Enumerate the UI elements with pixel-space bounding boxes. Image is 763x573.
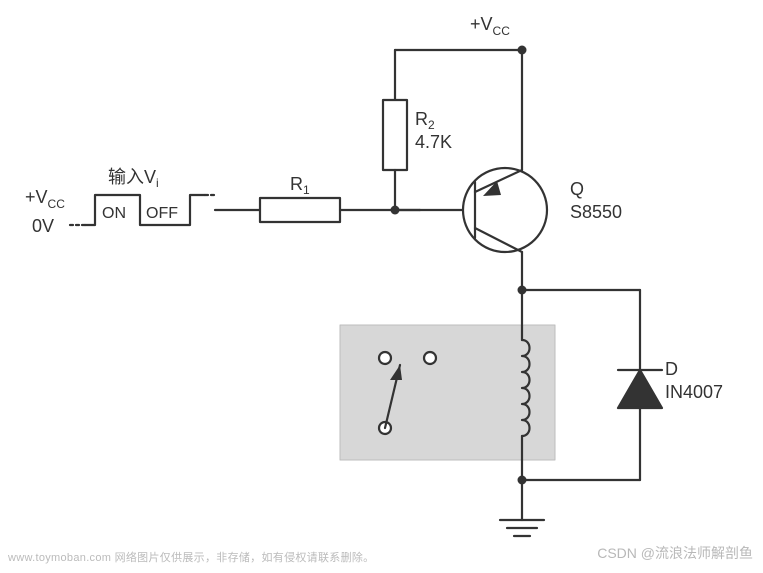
watermark-left: www.toymoban.com 网络图片仅供展示，非存储，如有侵权请联系删除。 <box>8 549 374 565</box>
watermark-right: CSDN @流浪法师解剖鱼 <box>597 543 753 563</box>
input-label: 输入Vi <box>108 167 159 190</box>
off-label: OFF <box>146 205 178 222</box>
d-part: IN4007 <box>665 382 723 402</box>
on-label: ON <box>102 205 126 222</box>
r1-label: R1 <box>290 174 310 197</box>
r2-value: 4.7K <box>415 132 452 152</box>
vcc-top-label: +VCC <box>470 14 510 38</box>
q-label: Q <box>570 179 584 199</box>
q-part: S8550 <box>570 202 622 222</box>
vcc-left-label: +VCC <box>25 187 65 211</box>
circuit-diagram: +VCC +VCC 0V 输入Vi ON OFF R1 R2 4.7K Q S8… <box>0 0 763 573</box>
r2-label: R2 <box>415 109 435 132</box>
zero-v-label: 0V <box>32 216 54 236</box>
d-label: D <box>665 359 678 379</box>
